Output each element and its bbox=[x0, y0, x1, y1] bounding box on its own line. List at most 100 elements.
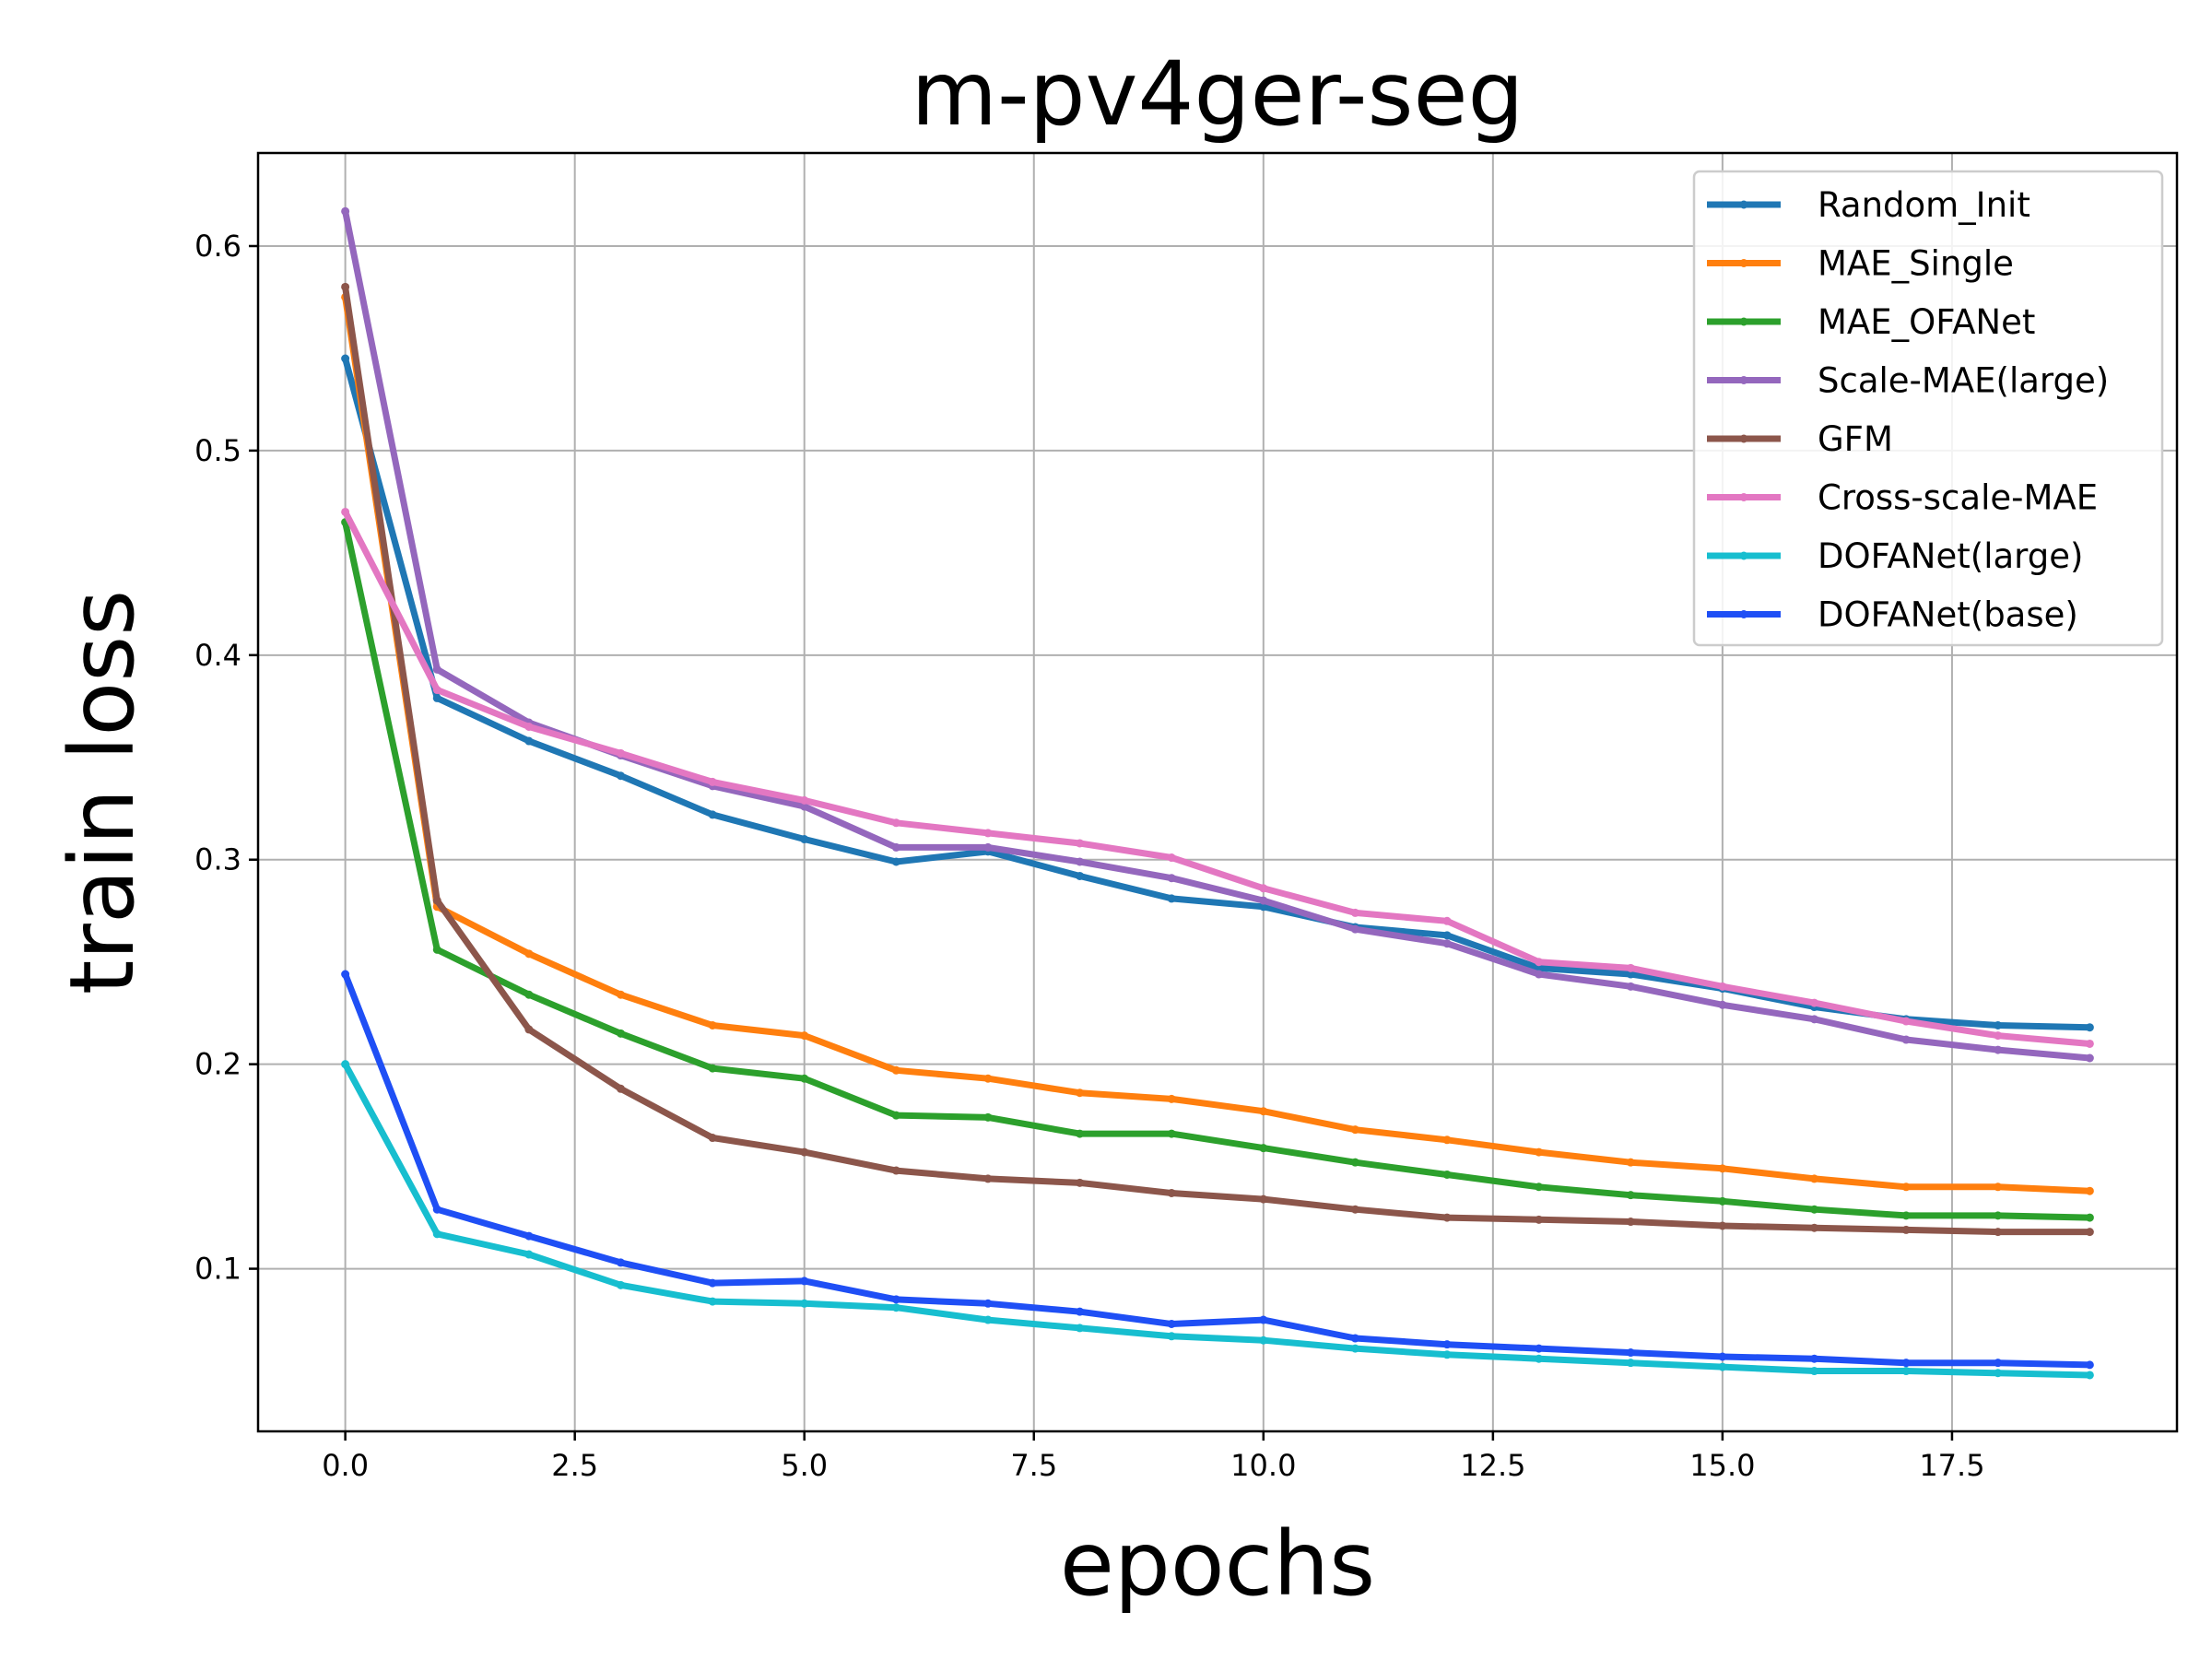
data-point bbox=[708, 777, 717, 786]
data-point bbox=[1626, 1158, 1635, 1167]
data-point bbox=[1810, 1205, 1819, 1214]
data-point bbox=[1626, 1359, 1635, 1368]
data-point bbox=[1076, 1129, 1085, 1138]
data-point bbox=[1076, 839, 1085, 848]
series-gfm bbox=[341, 282, 2094, 1237]
y-tick-label: 0.5 bbox=[194, 433, 241, 468]
data-point bbox=[2085, 1360, 2094, 1370]
legend-label: Random_Init bbox=[1818, 185, 2030, 225]
data-point bbox=[1535, 970, 1544, 979]
data-point bbox=[341, 1060, 350, 1069]
data-point bbox=[616, 1029, 625, 1038]
data-point bbox=[1718, 1000, 1727, 1009]
data-point bbox=[1076, 857, 1085, 866]
legend-box bbox=[1692, 170, 2164, 647]
data-point bbox=[1350, 924, 1359, 934]
data-point bbox=[1994, 1045, 2003, 1054]
series-line-mae-single bbox=[342, 294, 2093, 1194]
data-point bbox=[800, 795, 809, 805]
data-point bbox=[1994, 1182, 2003, 1192]
data-point bbox=[1994, 1211, 2003, 1220]
legend-item: DOFANet(large) bbox=[1707, 536, 2083, 576]
data-point bbox=[1901, 1035, 1911, 1044]
x-tick-label: 7.5 bbox=[1010, 1448, 1057, 1483]
data-point bbox=[2085, 1023, 2094, 1032]
data-point bbox=[1626, 982, 1635, 991]
data-point bbox=[1442, 1135, 1452, 1145]
data-point bbox=[708, 1064, 717, 1073]
data-point bbox=[1167, 894, 1176, 903]
data-point bbox=[1076, 1178, 1085, 1187]
data-point bbox=[1259, 1144, 1268, 1153]
x-tick-label: 5.0 bbox=[781, 1448, 828, 1483]
data-point bbox=[983, 829, 993, 838]
x-tick-label: 0.0 bbox=[322, 1448, 369, 1483]
data-point bbox=[341, 970, 350, 979]
data-point bbox=[1350, 1205, 1359, 1214]
data-point bbox=[1901, 1017, 1911, 1026]
data-point bbox=[1535, 1147, 1544, 1157]
legend-item: MAE_Single bbox=[1707, 244, 2014, 284]
data-point bbox=[1718, 1164, 1727, 1173]
data-point bbox=[1167, 1188, 1176, 1197]
data-point bbox=[1167, 1094, 1176, 1103]
data-point bbox=[1259, 896, 1268, 905]
y-axis-label: train loss bbox=[51, 590, 154, 994]
series-dofanet-base bbox=[341, 970, 2094, 1370]
data-point bbox=[891, 1111, 900, 1120]
y-tick-label: 0.6 bbox=[194, 229, 241, 264]
series-mae-single bbox=[341, 292, 2094, 1195]
data-point bbox=[1167, 1129, 1176, 1138]
data-point bbox=[341, 507, 350, 516]
data-point bbox=[708, 810, 717, 819]
legend-item: Random_Init bbox=[1707, 185, 2030, 225]
data-point bbox=[432, 1205, 441, 1214]
data-point bbox=[983, 842, 993, 852]
data-point bbox=[1442, 1350, 1452, 1359]
data-point bbox=[1167, 853, 1176, 863]
data-point bbox=[1350, 1125, 1359, 1135]
y-tick-label: 0.2 bbox=[194, 1047, 241, 1082]
x-tick-label: 10.0 bbox=[1230, 1448, 1296, 1483]
legend-marker bbox=[1739, 259, 1748, 267]
y-tick-label: 0.3 bbox=[194, 842, 241, 877]
data-point bbox=[524, 1231, 534, 1241]
data-point bbox=[432, 896, 441, 905]
data-point bbox=[1442, 1213, 1452, 1222]
data-point bbox=[2085, 1228, 2094, 1237]
data-point bbox=[2085, 1213, 2094, 1222]
legend-label: Scale-MAE(large) bbox=[1818, 361, 2109, 401]
data-point bbox=[1810, 998, 1819, 1007]
data-point bbox=[800, 802, 809, 811]
legend-marker bbox=[1739, 610, 1748, 618]
data-point bbox=[1259, 1107, 1268, 1116]
data-point bbox=[1350, 1344, 1359, 1353]
data-point bbox=[708, 1297, 717, 1306]
data-point bbox=[1810, 1015, 1819, 1024]
x-axis-ticks: 0.0 2.5 5.0 7.5 10.0 12.5 15.0 17.5 bbox=[322, 1431, 1985, 1483]
data-point bbox=[1167, 1332, 1176, 1341]
data-point bbox=[1442, 939, 1452, 948]
series-lines bbox=[341, 206, 2094, 1380]
data-point bbox=[616, 771, 625, 781]
legend-label: GFM bbox=[1818, 419, 1893, 459]
series-line-cross-scale-mae bbox=[342, 509, 2093, 1047]
data-point bbox=[524, 736, 534, 746]
data-point bbox=[891, 842, 900, 852]
data-point bbox=[891, 1295, 900, 1304]
data-point bbox=[1350, 1334, 1359, 1343]
data-point bbox=[1810, 1367, 1819, 1376]
data-point bbox=[1626, 1218, 1635, 1227]
data-point bbox=[1718, 1352, 1727, 1361]
data-point bbox=[1259, 1194, 1268, 1204]
data-point bbox=[1535, 958, 1544, 967]
legend-item: MAE_OFANet bbox=[1707, 302, 2035, 342]
legend-marker bbox=[1739, 376, 1748, 384]
data-point bbox=[1901, 1225, 1911, 1234]
data-point bbox=[1076, 1088, 1085, 1098]
data-point bbox=[1994, 1228, 2003, 1237]
data-point bbox=[1535, 1215, 1544, 1224]
series-line-mae-ofanet bbox=[342, 519, 2093, 1221]
data-point bbox=[2085, 1186, 2094, 1195]
